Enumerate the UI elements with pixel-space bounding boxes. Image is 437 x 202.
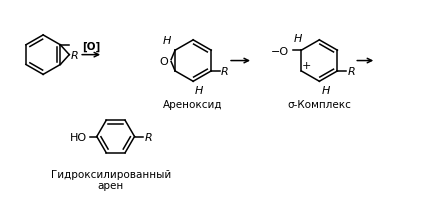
Text: R: R [347, 67, 355, 77]
Text: [O]: [O] [82, 41, 100, 52]
Text: σ-Комплекс: σ-Комплекс [288, 100, 351, 109]
Text: Ареноксид: Ареноксид [163, 100, 223, 109]
Text: R: R [70, 50, 78, 60]
Text: H: H [321, 86, 330, 96]
Text: +: + [302, 61, 311, 71]
Text: R: R [221, 67, 229, 77]
Text: HO: HO [70, 132, 87, 142]
Text: H: H [294, 34, 302, 44]
Text: R: R [145, 132, 152, 142]
Text: H: H [163, 36, 171, 46]
Text: Гидроксилированный
арен: Гидроксилированный арен [51, 169, 171, 190]
Text: −O: −O [271, 47, 289, 57]
Text: H: H [195, 86, 204, 96]
Text: O: O [160, 56, 168, 66]
